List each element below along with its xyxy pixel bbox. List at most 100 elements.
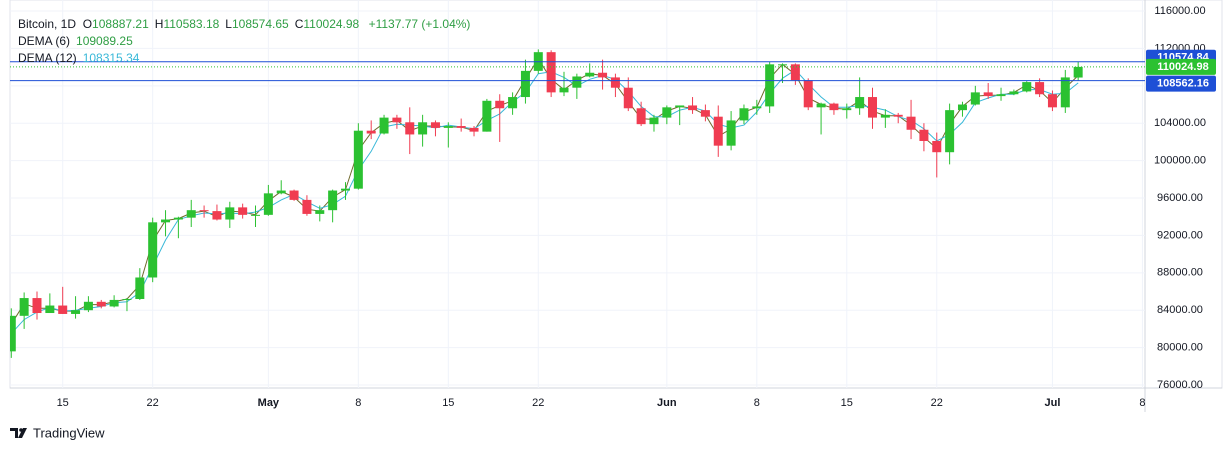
candle-body	[315, 210, 325, 214]
candle-body	[700, 110, 710, 117]
y-tick-label: 80000.00	[1157, 342, 1203, 354]
candle-body	[778, 64, 788, 66]
candle-body	[19, 298, 29, 316]
candle-body	[45, 305, 55, 314]
candle-body	[508, 97, 518, 109]
ohlc-key: L	[225, 17, 232, 31]
candle-body	[340, 188, 350, 191]
candle-body	[1047, 94, 1057, 108]
candle-body	[945, 110, 955, 153]
candle-body	[495, 100, 505, 109]
change: +1137.77 (+1.04%)	[368, 17, 471, 31]
y-tick-label: 84000.00	[1157, 304, 1203, 316]
candle-body	[71, 310, 81, 314]
candle-body	[199, 210, 209, 212]
candle-body	[790, 64, 800, 81]
candle-body	[546, 52, 556, 93]
candle-body	[1022, 82, 1032, 92]
candle-body	[598, 72, 608, 78]
indicator-row: DEMA (12) 108315.34	[18, 50, 470, 67]
x-tick-label: 15	[57, 397, 69, 409]
candle-body	[970, 92, 980, 105]
candle-body	[122, 298, 132, 300]
x-tick-label: 22	[532, 397, 544, 409]
candle-body	[752, 106, 762, 109]
axes: 76000.00 80000.00 84000.00 88000.00 92000.00…	[57, 5, 1216, 409]
candle-body	[585, 72, 595, 77]
x-tick-label: 15	[442, 397, 454, 409]
indicator-value: 109089.25	[76, 34, 133, 48]
candle-body	[520, 70, 530, 98]
ohlc-key: H	[154, 17, 164, 31]
candle-body	[559, 87, 569, 93]
x-tick-label: 22	[147, 397, 159, 409]
candle-body	[842, 108, 852, 111]
candle-body	[379, 117, 389, 134]
candle-body	[649, 117, 659, 125]
x-tick-label: 15	[841, 397, 853, 409]
candle-body	[1035, 82, 1045, 95]
candle-body	[713, 116, 723, 146]
candle-body	[430, 122, 440, 128]
candle-body	[867, 97, 877, 118]
logo-dot	[19, 428, 23, 432]
candle-body	[109, 299, 119, 307]
candle-body	[996, 94, 1006, 97]
y-tick-label: 92000.00	[1157, 229, 1203, 241]
candle-body	[10, 315, 16, 352]
legend: Bitcoin, 1D O108887.21 H110583.18 L108574.…	[18, 16, 470, 67]
candle-body	[225, 207, 235, 220]
candle-body	[443, 126, 453, 128]
candle-body	[765, 64, 775, 107]
x-tick-label: 22	[931, 397, 943, 409]
price-label: 108562.16	[1157, 77, 1209, 89]
candle-body	[636, 108, 646, 125]
candle-body	[739, 108, 749, 121]
candle-body	[302, 199, 312, 214]
candle-body	[32, 298, 42, 314]
indicator-line	[10, 57, 1079, 325]
candle-body	[688, 105, 698, 111]
legend-entry: DEMA (12)	[18, 51, 77, 65]
candle-body	[675, 105, 685, 108]
price-label-bg	[1146, 75, 1216, 92]
x-tick-label: 8	[1139, 397, 1145, 409]
candle-body	[251, 214, 261, 216]
ohlc: O108887.21 H110583.18 L108574.65 C110024.98	[83, 17, 366, 31]
candle-body	[328, 190, 338, 211]
x-tick-label: 8	[754, 397, 760, 409]
candle-body	[173, 217, 183, 220]
candle-body	[880, 114, 890, 118]
x-tick-label: Jun	[657, 397, 677, 409]
candle-body	[289, 190, 299, 200]
candle-body	[58, 305, 68, 314]
candle-body	[418, 122, 428, 135]
x-tick-label: Jul	[1044, 397, 1060, 409]
y-tick-label: 88000.00	[1157, 267, 1203, 279]
indicator-row: DEMA (6) 109089.25	[18, 33, 470, 50]
candle-body	[623, 87, 633, 109]
candle-body	[572, 76, 582, 88]
candle-body	[366, 130, 376, 134]
ohlc-value: 110024.98	[303, 17, 360, 31]
candle-body	[893, 114, 903, 117]
ohlc-value: 108887.21	[92, 17, 149, 31]
candle-body	[161, 219, 171, 223]
ohlc-value: 108574.65	[231, 17, 289, 31]
ohlc-key: O	[82, 17, 93, 31]
candle-body	[726, 120, 736, 146]
candle-body	[263, 193, 273, 215]
candle-body	[135, 277, 145, 299]
candle-body	[148, 222, 158, 278]
candle-body	[1009, 91, 1019, 95]
candle-body	[456, 126, 466, 128]
candle-body	[238, 207, 248, 215]
candle-body	[1060, 77, 1070, 108]
y-tick-label: 116000.00	[1154, 5, 1205, 17]
candle-body	[919, 129, 929, 141]
candle-body	[469, 127, 479, 132]
candle-body	[96, 301, 106, 307]
ohlc-value: 110583.18	[163, 17, 220, 31]
